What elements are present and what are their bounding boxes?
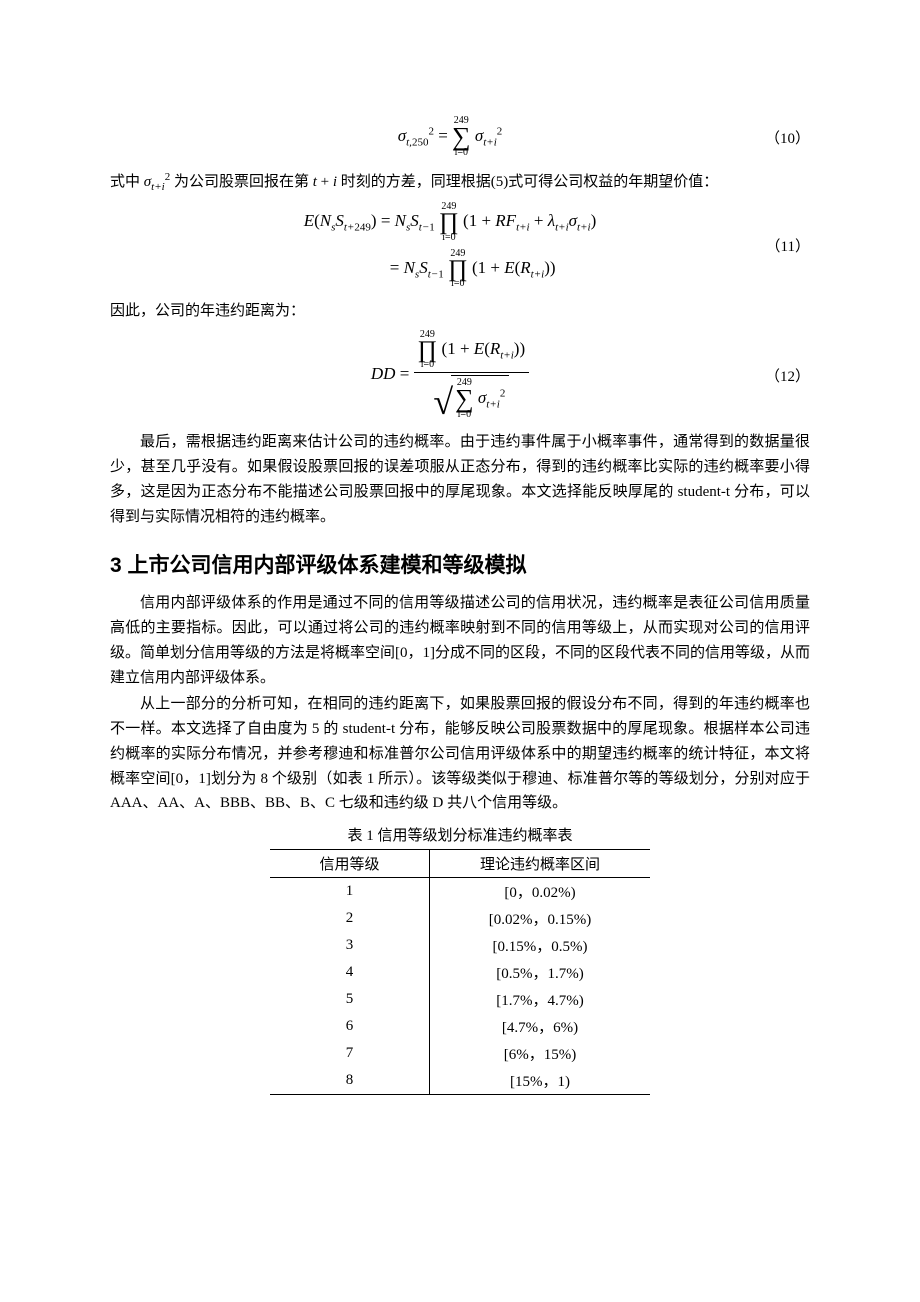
table-header-row: 信用等级 理论违约概率区间: [270, 850, 650, 878]
table-header-cell: 信用等级: [270, 850, 430, 878]
section-3-title: 3 上市公司信用内部评级体系建模和等级模拟: [110, 549, 810, 579]
equation-11: E(NsSt+249) = NsSt−1 249 ∏ i=0 (1 + RFt+…: [110, 202, 810, 289]
table-cell: [6%，15%): [430, 1040, 650, 1067]
table-header-cell: 理论违约概率区间: [430, 850, 650, 878]
table-cell: 5: [270, 986, 430, 1013]
table-cell: [0.15%，0.5%): [430, 932, 650, 959]
table-cell: 4: [270, 959, 430, 986]
table-row: 8 [15%，1): [270, 1067, 650, 1095]
eq10-explanation: 式中 σt+i2 为公司股票回报在第 t + i 时刻的方差，同理根据(5)式可…: [110, 168, 810, 196]
table-cell: 1: [270, 878, 430, 906]
dd-intro: 因此，公司的年违约距离为：: [110, 299, 810, 324]
table-row: 5 [1.7%，4.7%): [270, 986, 650, 1013]
table-row: 3 [0.15%，0.5%): [270, 932, 650, 959]
table-row: 2 [0.02%，0.15%): [270, 905, 650, 932]
section-3-p1: 信用内部评级体系的作用是通过不同的信用等级描述公司的信用状况，违约概率是表征公司…: [110, 591, 810, 690]
table-cell: [15%，1): [430, 1067, 650, 1095]
table-row: 7 [6%，15%): [270, 1040, 650, 1067]
equation-12: DD = 249 ∏ i=0 (1 + E(Rt+i)) √: [110, 330, 810, 420]
page: σt,2502 = 249 ∑ i=0 σt+i2 （10） 式中 σt+i2 …: [0, 0, 920, 1302]
equation-number: （12）: [750, 365, 810, 386]
section-3-p2: 从上一部分的分析可知，在相同的违约距离下，如果股票回报的假设分布不同，得到的年违…: [110, 692, 810, 816]
table-cell: 7: [270, 1040, 430, 1067]
table-cell: [1.7%，4.7%): [430, 986, 650, 1013]
table-cell: [4.7%，6%): [430, 1013, 650, 1040]
table-cell: [0，0.02%): [430, 878, 650, 906]
table-cell: [0.5%，1.7%): [430, 959, 650, 986]
table-cell: [0.02%，0.15%): [430, 905, 650, 932]
equation-10: σt,2502 = 249 ∑ i=0 σt+i2 （10）: [110, 116, 810, 158]
table-row: 6 [4.7%，6%): [270, 1013, 650, 1040]
table-cell: 2: [270, 905, 430, 932]
table-row: 1 [0，0.02%): [270, 878, 650, 906]
table-cell: 3: [270, 932, 430, 959]
table-1: 信用等级 理论违约概率区间 1 [0，0.02%) 2 [0.02%，0.15%…: [270, 849, 650, 1095]
equation-number: （11）: [750, 235, 810, 256]
table-cell: 6: [270, 1013, 430, 1040]
table-1-caption: 表 1 信用等级划分标准违约概率表: [110, 824, 810, 845]
paragraph-conclusion: 最后，需根据违约距离来估计公司的违约概率。由于违约事件属于小概率事件，通常得到的…: [110, 430, 810, 529]
table-row: 4 [0.5%，1.7%): [270, 959, 650, 986]
equation-number: （10）: [750, 127, 810, 148]
table-cell: 8: [270, 1067, 430, 1095]
